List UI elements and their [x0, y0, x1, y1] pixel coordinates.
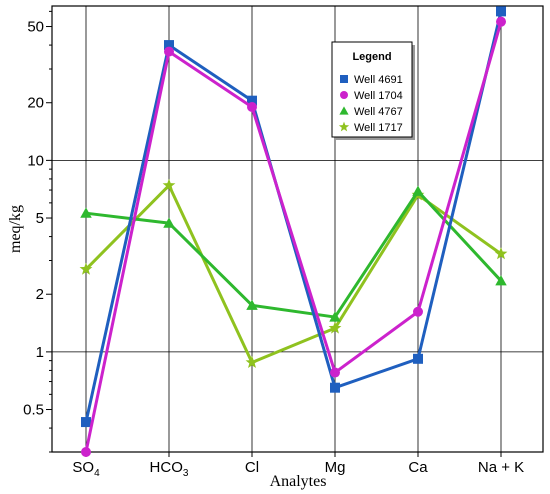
data-point [494, 247, 508, 260]
data-point [496, 16, 506, 27]
series-well-1717 [79, 178, 508, 368]
data-point [413, 306, 423, 317]
data-point [79, 262, 93, 275]
legend-items: Well 4691 Well 1704 Well 4767 Well 1717 [338, 74, 403, 134]
legend-item: Well 1704 [340, 90, 403, 102]
legend-title: Legend [352, 51, 391, 63]
x-axis-label: Analytes [270, 473, 327, 490]
data-point [495, 275, 507, 286]
legend-marker [338, 121, 350, 132]
legend-label: Well 1717 [354, 122, 403, 134]
legend-label: Well 1704 [354, 90, 403, 102]
legend-marker [340, 75, 348, 83]
legend-label: Well 4767 [354, 106, 403, 118]
data-point [330, 367, 340, 378]
y-tick-label: 20 [27, 95, 44, 112]
series-well-1704 [81, 16, 506, 457]
series-well-4767 [80, 185, 507, 322]
legend-marker [339, 106, 349, 115]
data-point [247, 95, 257, 106]
legend-label: Well 4691 [354, 74, 403, 86]
legend-item: Well 1717 [338, 121, 403, 134]
data-point [163, 217, 175, 228]
data-point [247, 101, 257, 112]
x-tick-label: Cl [245, 459, 259, 476]
data-point [412, 185, 424, 196]
y-tick-label: 5 [36, 210, 44, 227]
data-point [81, 447, 91, 457]
x-tick-label: Mg [325, 459, 346, 476]
series-line [84, 21, 503, 453]
y-axis-label: meq/kg [7, 205, 24, 253]
x-tick-label: Ca [408, 459, 428, 476]
data-point [81, 417, 91, 428]
y-tick-label: 0.5 [23, 402, 44, 419]
y-axis-ticks: 0.5 1 2 5 10 20 50 [23, 10, 52, 453]
legend-item: Well 4767 [339, 106, 403, 118]
data-point [413, 353, 423, 364]
series-line [85, 189, 503, 319]
data-point [246, 299, 258, 310]
data-point [80, 207, 92, 218]
data-point [496, 6, 506, 17]
data-point [330, 382, 340, 393]
legend-marker [340, 91, 348, 99]
series-line [84, 11, 503, 423]
legend: Legend Well 4691 Well 1704 Well 4767 Well 1… [331, 41, 415, 140]
data-point [329, 311, 341, 322]
data-point [164, 46, 174, 57]
data-point [164, 40, 174, 51]
data-point [162, 178, 176, 191]
y-tick-label: 50 [27, 19, 44, 36]
legend-item: Well 4691 [340, 74, 403, 86]
series-layer [79, 6, 508, 457]
x-axis-ticks: SO4 HCO3 Cl Mg Ca Na + K [72, 452, 524, 479]
plot-area [51, 5, 544, 453]
data-point [245, 355, 259, 368]
y-tick-label: 2 [36, 286, 44, 303]
x-tick-label: SO4 [72, 459, 100, 479]
x-tick-label: Na + K [478, 459, 524, 476]
data-point [328, 321, 342, 334]
y-tick-label: 10 [27, 152, 44, 169]
y-tick-label: 1 [36, 344, 44, 361]
legend-box [331, 41, 413, 138]
x-tick-label: HCO3 [150, 459, 189, 479]
